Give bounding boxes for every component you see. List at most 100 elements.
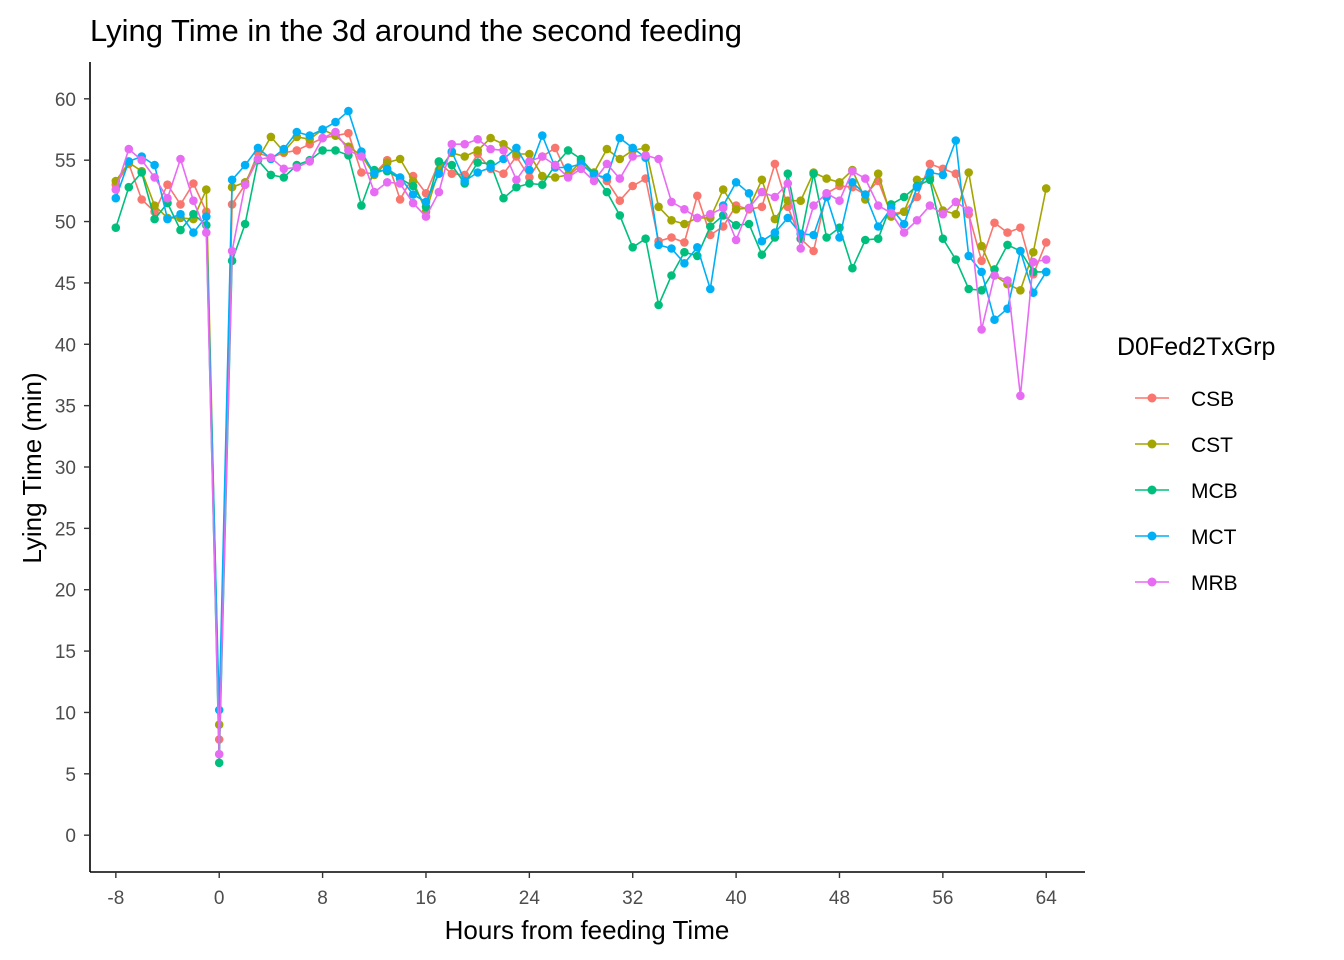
data-point — [318, 125, 327, 134]
data-point — [382, 158, 392, 167]
data-point — [163, 193, 172, 203]
data-point — [395, 195, 405, 204]
data-point — [421, 212, 431, 221]
data-point — [693, 213, 702, 223]
data-point — [925, 168, 935, 177]
data-point — [176, 209, 185, 219]
data-point — [395, 154, 405, 164]
x-tick-label: 64 — [1036, 888, 1058, 909]
data-point — [292, 127, 302, 137]
data-point — [279, 144, 289, 154]
data-point — [615, 196, 625, 205]
y-tick-label: 60 — [55, 90, 76, 111]
data-point — [253, 143, 263, 153]
data-point — [938, 170, 948, 180]
data-point — [150, 160, 159, 170]
data-point — [331, 146, 340, 155]
data-point — [473, 146, 483, 155]
data-point — [628, 181, 637, 191]
data-point — [873, 234, 883, 243]
data-point — [873, 169, 883, 178]
data-point — [757, 175, 767, 185]
data-point — [550, 173, 560, 182]
data-point — [706, 209, 715, 219]
data-point — [163, 214, 172, 224]
data-point — [964, 251, 973, 261]
data-point — [563, 173, 573, 182]
data-point — [344, 146, 353, 155]
x-tick-label: 40 — [726, 888, 747, 909]
data-point — [602, 173, 612, 182]
data-point — [667, 233, 676, 242]
data-point — [783, 196, 793, 205]
data-point — [912, 216, 922, 225]
data-point — [279, 173, 289, 182]
legend-label: CST — [1191, 434, 1233, 457]
x-tick-label: 48 — [829, 888, 850, 909]
data-point — [344, 106, 353, 116]
data-point — [757, 202, 767, 212]
data-point — [757, 236, 767, 246]
x-tick-label: 56 — [932, 888, 953, 909]
y-tick-label: 35 — [55, 397, 76, 418]
data-point — [602, 159, 612, 169]
data-point — [202, 228, 211, 237]
data-point — [421, 197, 431, 207]
data-point — [899, 192, 909, 202]
data-point — [395, 173, 405, 182]
series-csb — [111, 128, 1051, 744]
data-point — [563, 146, 573, 155]
data-point — [990, 271, 999, 280]
data-point — [150, 173, 159, 182]
data-point — [680, 259, 689, 268]
legend-key-point — [1147, 485, 1157, 495]
data-point — [240, 180, 250, 189]
data-point — [912, 175, 922, 185]
data-point — [279, 164, 289, 174]
data-point — [214, 705, 224, 715]
legend-item-mct: MCT — [1135, 526, 1237, 549]
data-point — [615, 133, 625, 143]
data-point — [938, 209, 948, 219]
y-tick-label: 25 — [55, 519, 76, 540]
data-point — [990, 315, 999, 325]
data-point — [809, 246, 818, 256]
data-point — [512, 182, 521, 192]
data-point — [331, 117, 340, 127]
data-point — [731, 178, 741, 187]
data-point — [641, 151, 650, 160]
data-point — [848, 263, 857, 273]
data-point — [227, 246, 237, 256]
data-point — [783, 179, 793, 188]
data-point — [111, 185, 121, 194]
data-point — [473, 168, 483, 177]
data-point — [886, 208, 896, 218]
data-point — [731, 205, 741, 214]
data-point — [602, 187, 612, 197]
data-point — [499, 169, 508, 178]
data-point — [447, 169, 457, 178]
chart-title: Lying Time in the 3d around the second f… — [90, 13, 742, 48]
data-point — [292, 146, 302, 155]
data-point — [1029, 257, 1038, 267]
data-point — [602, 144, 612, 154]
series-mcb — [111, 146, 1051, 768]
x-tick-label: -8 — [107, 888, 124, 909]
data-point — [486, 144, 495, 154]
data-point — [124, 157, 134, 166]
data-point — [137, 155, 146, 165]
data-point — [654, 300, 663, 310]
data-point — [460, 139, 470, 149]
data-point — [447, 160, 457, 170]
data-point — [189, 209, 198, 219]
data-point — [938, 234, 948, 243]
data-point — [951, 197, 961, 207]
data-point — [266, 132, 276, 142]
x-tick-label: 16 — [415, 888, 436, 909]
legend-key-point — [1147, 531, 1157, 541]
x-tick-label: 0 — [214, 888, 225, 909]
data-point — [977, 267, 986, 277]
data-point — [408, 198, 418, 208]
legend-label: CSB — [1191, 388, 1234, 411]
